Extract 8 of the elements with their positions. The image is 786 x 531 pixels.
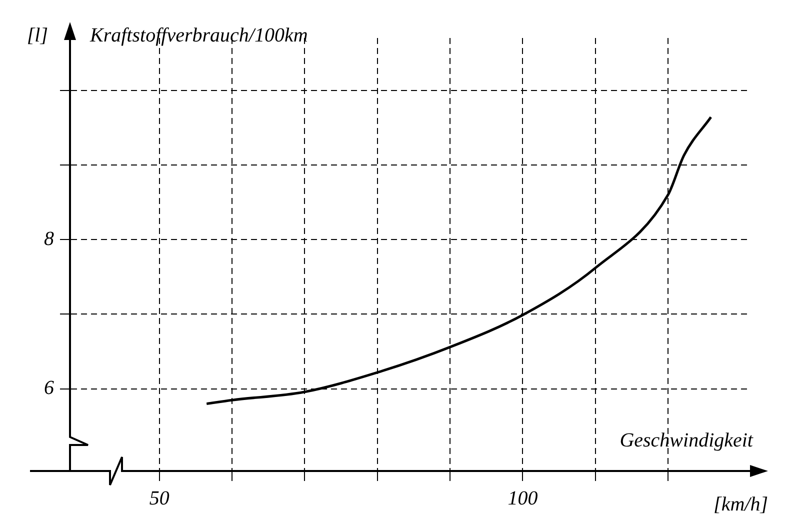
x-axis-title: Geschwindigkeit xyxy=(620,429,754,452)
x-tick-label: 100 xyxy=(508,487,538,510)
y-axis-title: Kraftstoffverbrauch/100km xyxy=(89,24,308,46)
text: [l] xyxy=(26,24,48,46)
text: [km/h] xyxy=(714,493,768,516)
y-tick-label: 8 xyxy=(44,228,54,250)
y-tick-label: 6 xyxy=(44,377,54,400)
x-tick-label: 50 xyxy=(149,487,170,510)
